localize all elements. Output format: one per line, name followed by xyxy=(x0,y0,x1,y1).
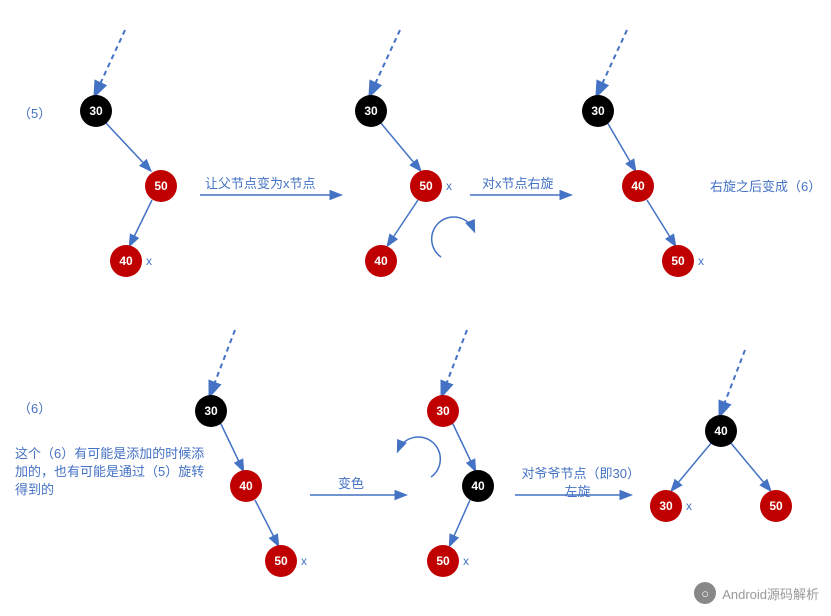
caption-after-right-rot: 右旋之后变成（6） xyxy=(710,178,821,196)
x-marker: x xyxy=(463,554,469,568)
tree-node: 40 xyxy=(230,470,262,502)
tree-node: 50 xyxy=(145,170,177,202)
tree-node: 30 xyxy=(650,490,682,522)
caption-note-six: 这个（6）有可能是添加的时候添加的，也有可能是通过（5）旋转得到的 xyxy=(15,445,215,500)
caption-make-parent-x: 让父节点变为x节点 xyxy=(205,175,316,193)
x-marker: x xyxy=(301,554,307,568)
tree-node: 50 xyxy=(662,245,694,277)
x-marker: x xyxy=(698,254,704,268)
caption-rotate-left-grand: 对爷爷节点（即30）左旋 xyxy=(520,465,635,501)
tree-node: 50 xyxy=(265,545,297,577)
tree-node: 50 xyxy=(410,170,442,202)
tree-node: 50 xyxy=(427,545,459,577)
watermark: ○ Android源码解析 xyxy=(694,582,819,604)
tree-node: 40 xyxy=(705,415,737,447)
x-marker: x xyxy=(686,499,692,513)
tree-node: 40 xyxy=(365,245,397,277)
tree-node: 40 xyxy=(622,170,654,202)
tree-node: 30 xyxy=(80,95,112,127)
tree-node: 50 xyxy=(760,490,792,522)
step-6-label: （6） xyxy=(18,400,51,418)
tree-node: 30 xyxy=(582,95,614,127)
wechat-icon: ○ xyxy=(694,582,716,604)
step-5-label: （5） xyxy=(18,105,51,123)
tree-node: 30 xyxy=(355,95,387,127)
x-marker: x xyxy=(446,179,452,193)
tree-node: 30 xyxy=(195,395,227,427)
caption-recolor: 变色 xyxy=(338,475,364,493)
x-marker: x xyxy=(146,254,152,268)
watermark-text: Android源码解析 xyxy=(722,584,819,603)
tree-node: 40 xyxy=(110,245,142,277)
tree-node: 30 xyxy=(427,395,459,427)
tree-node: 40 xyxy=(462,470,494,502)
caption-rotate-right-x: 对x节点右旋 xyxy=(482,175,554,193)
